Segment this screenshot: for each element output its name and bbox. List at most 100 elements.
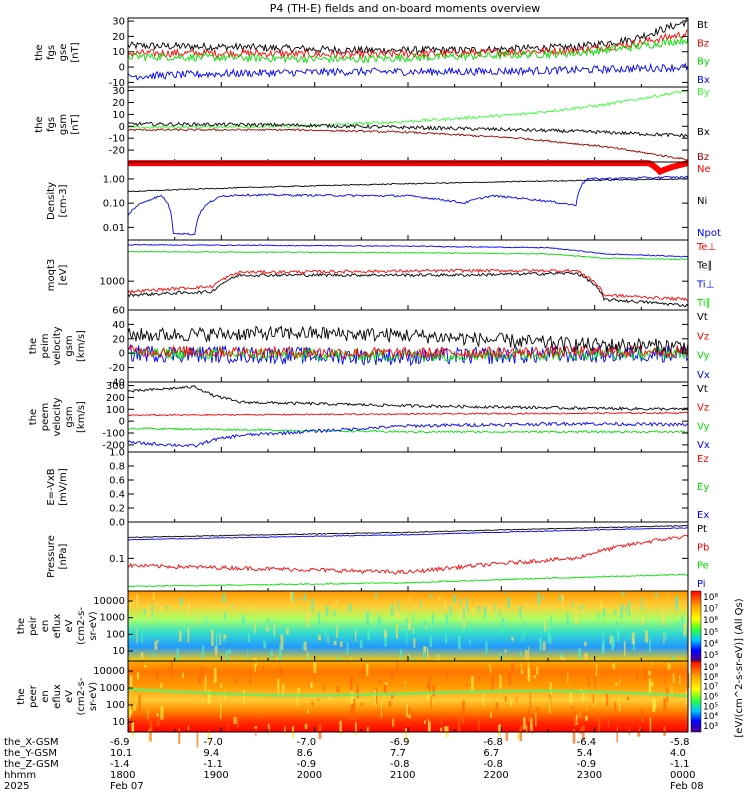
time-column-value: 10.1: [110, 748, 132, 759]
spectrogram-streak: [202, 675, 204, 681]
spectrogram-streak: [277, 684, 280, 695]
spectrogram-streak: [243, 689, 246, 704]
spectrogram-streak: [392, 717, 396, 727]
spectrogram-streak: [578, 648, 581, 660]
spectrogram-streak: [571, 705, 574, 710]
spectrogram-streak: [306, 613, 309, 628]
spectrogram-streak: [504, 696, 507, 702]
panel-peer-spectrogram: the peer en eflux eV (cm2-s-sr-eV)10000100010…: [16, 598, 745, 748]
legend-entry: Ni: [697, 196, 707, 207]
spectrogram-streak: [408, 714, 411, 719]
ytick-label: 0.01: [103, 223, 125, 234]
spectrogram-streak: [211, 630, 214, 646]
spectrogram-streak: [207, 690, 211, 704]
spectrogram-streak: [649, 638, 651, 653]
spectrogram-streak: [318, 612, 321, 628]
spectrogram-streak: [639, 726, 642, 733]
spectrogram-streak: [304, 641, 307, 651]
spectrogram-streak: [449, 604, 452, 617]
spectrogram-streak: [649, 682, 651, 695]
spectrogram-streak: [510, 700, 512, 707]
ylabel-line: eV: [64, 690, 75, 703]
spectrogram-streak: [466, 683, 469, 687]
ytick-label: 1000: [100, 277, 125, 288]
spectrogram-streak: [328, 696, 331, 700]
series-line-Pt: [127, 525, 688, 538]
spectrogram-streak: [494, 603, 496, 611]
spectrogram-streak: [237, 718, 239, 728]
ylabel-line: peer: [28, 684, 39, 708]
spectrogram-streak: [207, 731, 210, 743]
spectrogram-streak: [404, 681, 407, 685]
spectrogram-streak: [628, 601, 631, 617]
ytick-label: 0.0: [109, 518, 125, 529]
spectrogram-streak: [350, 704, 353, 721]
spectrogram-streak: [488, 604, 491, 611]
spectrogram-streak: [129, 675, 133, 688]
spectrogram-streak: [550, 614, 552, 630]
spectrogram-streak: [149, 720, 153, 732]
ytick-label: 10000: [93, 666, 125, 677]
spectrogram-streak: [584, 652, 588, 665]
spectrogram-streak: [136, 672, 140, 680]
spectrogram-streak: [426, 694, 430, 700]
spectrogram-streak: [336, 686, 340, 693]
spectrogram-streak: [220, 703, 222, 719]
time-column-value: 1900: [203, 770, 228, 781]
spectrogram-streak: [531, 723, 534, 734]
spectrogram-streak: [582, 725, 585, 741]
ylabel-line: eflux: [52, 614, 63, 639]
ylabel-line: the: [16, 618, 27, 634]
spectrogram-streak: [404, 728, 408, 742]
spectrogram-streak: [432, 685, 436, 697]
ytick-label: 10: [112, 717, 125, 728]
time-row-label: the_Y-GSM: [4, 748, 57, 759]
ytick-label: 30: [112, 17, 125, 28]
spectrogram-streak: [198, 674, 201, 685]
ytick-label: 0.8: [109, 462, 125, 473]
spectrogram-streak: [508, 672, 511, 686]
series-line-Te∥: [127, 271, 689, 308]
spectrogram-streak: [254, 726, 258, 729]
spectrogram-streak: [327, 635, 329, 644]
spectrogram-streak: [516, 731, 520, 740]
spectrogram-streak: [461, 715, 465, 724]
spectrogram-streak: [525, 649, 528, 661]
ylabel-line: the: [28, 409, 39, 425]
series-line-By: [127, 36, 689, 65]
spectrogram-streak: [187, 726, 190, 730]
ytick-label: 10: [112, 646, 125, 657]
spectrogram-streak: [366, 727, 369, 733]
panel-frame: [127, 381, 689, 453]
legend-entry: Pb: [697, 542, 709, 553]
spectrogram-streak: [179, 630, 182, 642]
spectrogram-streak: [446, 672, 449, 678]
spectrogram-streak: [133, 612, 135, 620]
spectrogram-streak: [180, 597, 183, 606]
legend-entry: By: [697, 87, 710, 98]
spectrogram-streak: [663, 631, 665, 644]
spectrogram-streak: [594, 676, 596, 690]
spectrogram-streak: [292, 592, 295, 602]
spectrogram-streak: [297, 688, 301, 693]
spectrogram-streak: [665, 624, 667, 641]
spectrogram-streak: [279, 667, 283, 676]
spectrogram-streak: [453, 594, 456, 603]
spectrogram-streak: [592, 703, 594, 708]
spectrogram-streak: [303, 593, 307, 601]
time-axis: the_X-GSMthe_Y-GSMthe_Z-GSMhhmm2025-6.91…: [4, 737, 704, 792]
spectrogram-streak: [463, 618, 465, 629]
spectrogram-streak: [201, 698, 204, 704]
spectrogram-streak: [156, 719, 160, 727]
spectrogram-streak: [140, 651, 144, 659]
spectrogram-streak: [290, 591, 294, 604]
time-column-value: 2200: [483, 770, 508, 781]
time-column-value: -6.4: [577, 737, 597, 748]
spectrogram-streak: [430, 594, 433, 599]
spectrogram-streak: [471, 676, 474, 692]
spectrogram-streak: [230, 604, 234, 607]
spectrogram-streak: [498, 610, 501, 618]
colorbar-tick: 10⁷: [703, 605, 718, 615]
spectrogram-streak: [623, 640, 626, 656]
ytick-label: 1000: [100, 683, 125, 694]
